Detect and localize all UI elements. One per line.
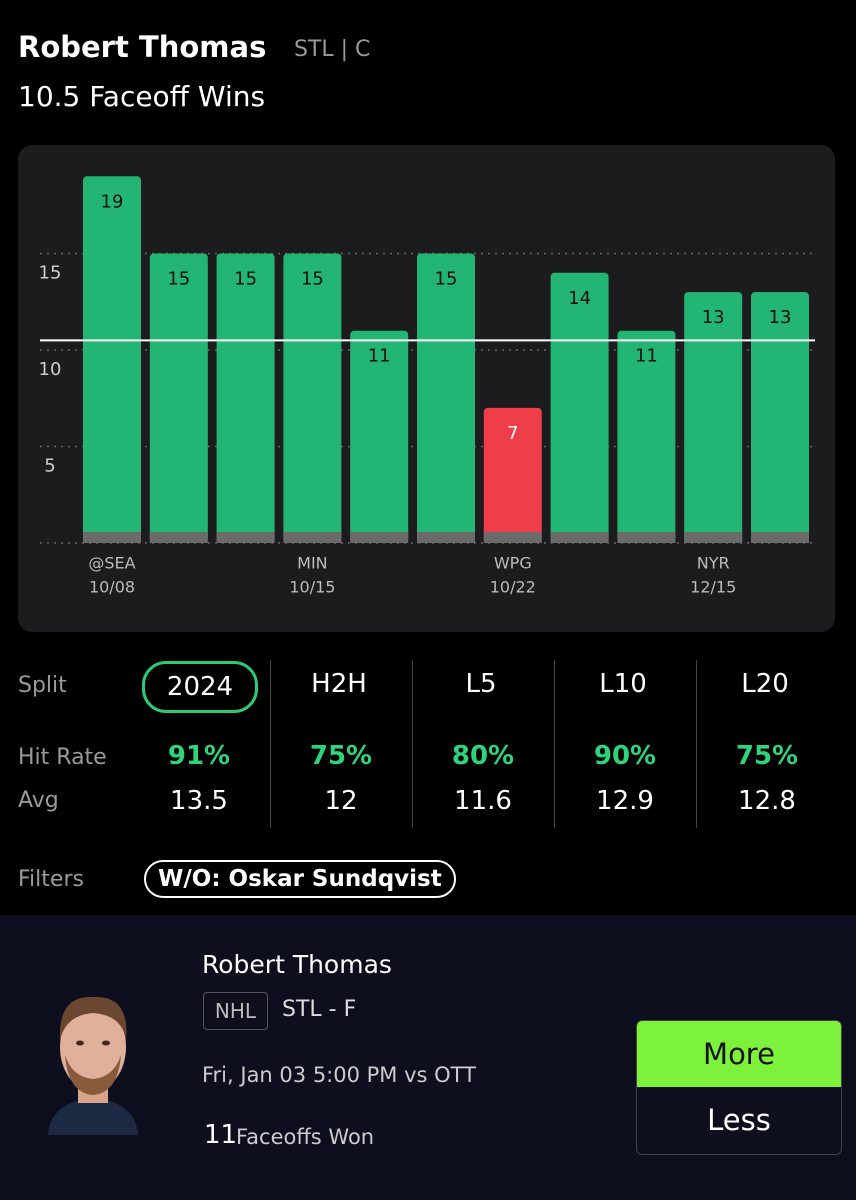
value-label: 19 — [101, 191, 124, 212]
split-tab[interactable]: 2024 — [142, 661, 258, 713]
card-line: 11 — [204, 1120, 238, 1150]
x-tick-label: @SEA — [88, 554, 135, 573]
pick-card: Robert Thomas NHL STL - F Fri, Jan 03 5:… — [0, 915, 856, 1200]
bar — [483, 407, 542, 543]
bar — [751, 292, 809, 543]
hit-rate: 90% — [593, 741, 657, 771]
y-tick-label: 15 — [39, 263, 62, 284]
bar — [417, 253, 475, 543]
divider — [554, 660, 555, 828]
bar-base — [550, 532, 609, 543]
more-button[interactable]: More — [637, 1021, 841, 1087]
value-label: 15 — [435, 269, 458, 290]
filter-chip[interactable]: W/O: Oskar Sundqvist — [144, 860, 456, 898]
divider — [696, 660, 697, 828]
bar-base — [617, 532, 676, 543]
player-photo — [48, 996, 138, 1135]
x-tick-date: 12/15 — [690, 578, 736, 597]
x-tick-label: MIN — [297, 554, 328, 573]
bar-base — [350, 532, 409, 543]
value-label: 11 — [635, 346, 658, 367]
avg: 12 — [324, 786, 358, 816]
value-label: 13 — [702, 307, 725, 328]
avg: 13.5 — [170, 786, 228, 816]
prop-title: 10.5 Faceoff Wins — [18, 80, 266, 113]
chart: 5 10 15 19 @SEA 10/08 15 15 15 MIN 10/15 11 15 7 WPG 10… — [18, 145, 835, 632]
bar-base — [751, 532, 809, 543]
bar-base — [483, 532, 542, 543]
bar — [83, 176, 141, 544]
row-label: Filters — [18, 867, 84, 892]
player-name: Robert Thomas — [18, 30, 267, 64]
x-tick-label: NYR — [697, 554, 730, 573]
split-tab[interactable]: H2H — [311, 669, 367, 699]
value-label: 11 — [368, 346, 391, 367]
x-tick-date: 10/08 — [89, 578, 135, 597]
avg: 12.8 — [738, 786, 796, 816]
bar-base — [684, 532, 743, 543]
value-label: 13 — [769, 307, 792, 328]
divider — [412, 660, 413, 828]
x-tick-label: WPG — [494, 554, 532, 573]
bar — [283, 253, 342, 543]
card-stat: Faceoffs Won — [236, 1125, 375, 1149]
value-label: 15 — [167, 269, 190, 290]
team-position: STL | C — [294, 37, 371, 62]
y-tick-label: 10 — [39, 359, 62, 380]
pick-buttons: More Less — [636, 1020, 842, 1155]
value-label: 15 — [234, 269, 257, 290]
row-label: Split — [18, 673, 67, 698]
bar-base — [417, 532, 475, 543]
card-player: Robert Thomas — [202, 950, 392, 979]
bar — [550, 272, 609, 543]
x-tick-date: 10/22 — [490, 578, 536, 597]
card-team: STL - F — [282, 997, 357, 1022]
hit-rate: 75% — [309, 741, 373, 771]
avg: 12.9 — [596, 786, 654, 816]
hit-rate: 80% — [451, 741, 515, 771]
value-label: 14 — [568, 288, 591, 309]
bar-base — [216, 532, 275, 543]
y-tick-label: 5 — [44, 456, 55, 477]
bar-base — [283, 532, 342, 543]
bar — [350, 330, 409, 543]
x-tick-date: 10/15 — [289, 578, 335, 597]
bar — [216, 253, 275, 543]
hit-rate: 91% — [167, 741, 231, 771]
divider — [270, 660, 271, 828]
bar — [149, 253, 208, 543]
bar-base — [83, 532, 141, 543]
value-label: 7 — [507, 423, 518, 444]
row-label: Hit Rate — [18, 745, 107, 770]
hit-rate: 75% — [735, 741, 799, 771]
less-button[interactable]: Less — [707, 1103, 771, 1137]
split-tab[interactable]: L10 — [599, 669, 647, 699]
league-badge: NHL — [203, 992, 268, 1030]
row-label: Avg — [18, 788, 59, 813]
bar-base — [149, 532, 208, 543]
bar — [617, 330, 676, 543]
game-time: Fri, Jan 03 5:00 PM vs OTT — [202, 1063, 476, 1087]
split-tab[interactable]: L20 — [741, 669, 789, 699]
split-tab[interactable]: L5 — [465, 669, 497, 699]
value-label: 15 — [301, 269, 324, 290]
avg: 11.6 — [454, 786, 512, 816]
bar — [684, 292, 743, 543]
